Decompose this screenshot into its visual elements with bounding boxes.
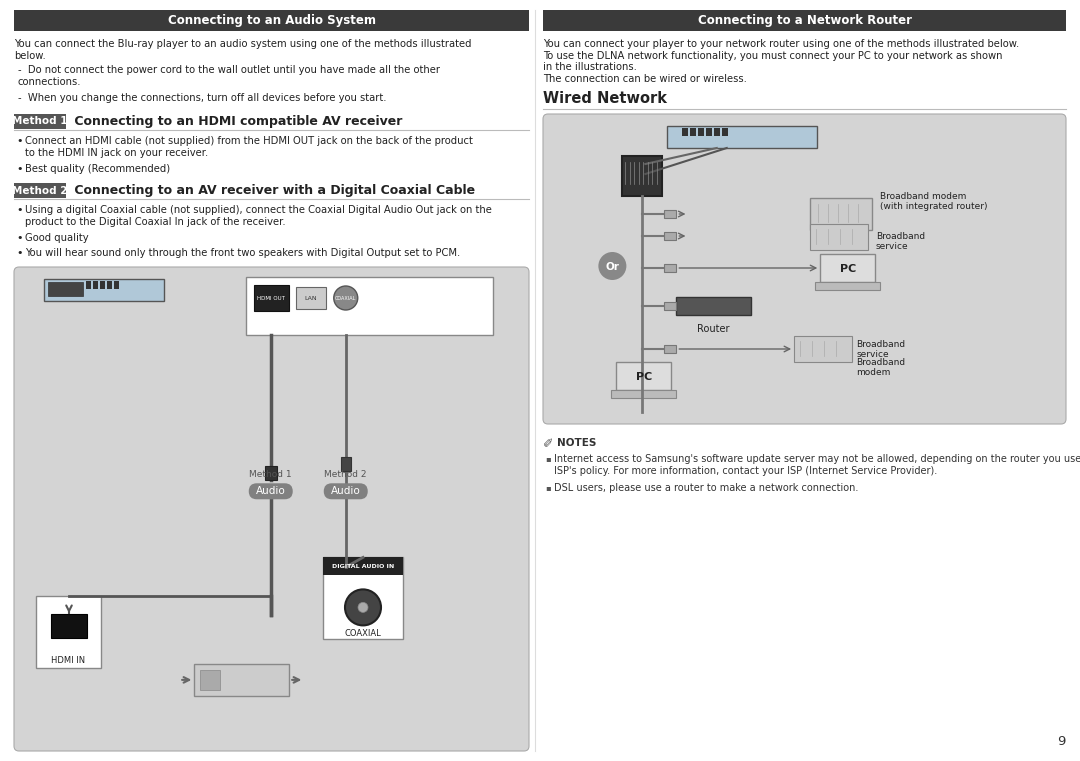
Text: HDMI OUT: HDMI OUT [257, 295, 285, 301]
Text: -  Do not connect the power cord to the wall outlet until you have made all the : - Do not connect the power cord to the w… [18, 65, 440, 87]
Bar [14, 114, 66, 129]
Bar [246, 277, 492, 335]
Bar [107, 281, 112, 289]
Text: ▪: ▪ [545, 454, 551, 463]
Bar [664, 210, 676, 218]
Bar [296, 287, 326, 309]
Text: •: • [16, 248, 23, 258]
Bar [194, 664, 289, 696]
Bar [93, 281, 98, 289]
Text: PC: PC [839, 264, 855, 274]
Bar [690, 128, 696, 136]
Text: DIGITAL AUDIO IN: DIGITAL AUDIO IN [332, 564, 394, 569]
Text: Method 1: Method 1 [249, 470, 292, 479]
Text: NOTES: NOTES [557, 438, 596, 448]
Text: Audio: Audio [330, 486, 361, 496]
Bar [664, 232, 676, 240]
Circle shape [261, 672, 278, 688]
Circle shape [598, 252, 626, 280]
Text: Broadband modem
(with integrated router): Broadband modem (with integrated router) [880, 192, 987, 212]
Text: ✐: ✐ [543, 438, 554, 451]
FancyBboxPatch shape [543, 114, 1066, 424]
Bar [698, 128, 704, 136]
Bar [676, 297, 752, 315]
FancyBboxPatch shape [324, 483, 368, 499]
Bar [664, 264, 676, 272]
Bar [705, 128, 712, 136]
Bar [622, 156, 662, 196]
Bar [200, 670, 220, 690]
Bar [100, 281, 105, 289]
Text: Internet access to Samsung's software update server may not be allowed, dependin: Internet access to Samsung's software up… [554, 454, 1080, 476]
Bar [721, 128, 728, 136]
Bar [114, 281, 119, 289]
Text: Connecting to an AV receiver with a Digital Coaxial Cable: Connecting to an AV receiver with a Digi… [70, 184, 475, 197]
Text: Connecting to an Audio System: Connecting to an Audio System [167, 14, 376, 27]
Bar [794, 336, 852, 362]
Circle shape [357, 603, 368, 613]
Bar [815, 282, 880, 290]
Bar [664, 345, 676, 353]
Text: Router: Router [697, 324, 730, 334]
Bar [543, 10, 1066, 31]
Text: •: • [16, 164, 23, 174]
Bar [36, 596, 102, 668]
Text: •: • [16, 233, 23, 243]
Text: LAN: LAN [305, 295, 318, 301]
Text: Broadband
modem: Broadband modem [856, 358, 905, 377]
Bar [714, 128, 719, 136]
Circle shape [334, 286, 357, 310]
Text: You will hear sound only through the front two speakers with Digital Output set : You will hear sound only through the fro… [25, 248, 460, 258]
Bar [14, 10, 529, 31]
Text: Method 2: Method 2 [324, 470, 367, 479]
Text: HDMI IN: HDMI IN [52, 656, 85, 664]
Text: You can connect your player to your network router using one of the methods illu: You can connect your player to your netw… [543, 39, 1020, 84]
Bar [341, 457, 351, 470]
Text: COAXIAL: COAXIAL [335, 297, 356, 301]
Bar [611, 390, 676, 398]
Text: Method 1: Method 1 [12, 116, 68, 126]
Bar [265, 466, 276, 480]
Bar [810, 224, 867, 250]
Circle shape [345, 590, 381, 626]
Bar [820, 254, 875, 282]
Text: Connecting to a Network Router: Connecting to a Network Router [698, 14, 912, 27]
Bar [681, 128, 688, 136]
Text: Audio: Audio [256, 486, 285, 496]
Text: •: • [16, 205, 23, 215]
Text: Method 2: Method 2 [12, 186, 68, 196]
Bar [86, 281, 91, 289]
Bar [323, 557, 403, 575]
Text: Broadband
service: Broadband service [876, 232, 924, 251]
Text: Using a digital Coaxial cable (not supplied), connect the Coaxial Digital Audio : Using a digital Coaxial cable (not suppl… [25, 205, 491, 227]
Text: Good quality: Good quality [25, 233, 89, 243]
Text: ▪: ▪ [545, 483, 551, 492]
FancyBboxPatch shape [14, 267, 529, 751]
Bar [51, 614, 87, 638]
Bar [810, 198, 872, 230]
Text: Connect an HDMI cable (not supplied) from the HDMI OUT jack on the back of the p: Connect an HDMI cable (not supplied) fro… [25, 136, 473, 158]
Bar [666, 126, 816, 148]
Text: 9: 9 [1057, 735, 1066, 748]
Text: DSL users, please use a router to make a network connection.: DSL users, please use a router to make a… [554, 483, 859, 493]
Circle shape [241, 672, 257, 688]
Text: Wired Network: Wired Network [543, 91, 667, 106]
Text: You can connect the Blu-ray player to an audio system using one of the methods i: You can connect the Blu-ray player to an… [14, 39, 472, 61]
Bar [323, 557, 403, 639]
Text: COAXIAL: COAXIAL [345, 629, 381, 638]
Text: PC: PC [636, 372, 652, 382]
Bar [44, 279, 164, 301]
Bar [617, 362, 672, 390]
Bar [14, 183, 66, 198]
Bar [48, 282, 83, 296]
Bar [254, 285, 288, 311]
Text: -  When you change the connections, turn off all devices before you start.: - When you change the connections, turn … [18, 93, 387, 103]
Text: Connecting to an HDMI compatible AV receiver: Connecting to an HDMI compatible AV rece… [70, 115, 403, 128]
Text: Best quality (Recommended): Best quality (Recommended) [25, 164, 171, 174]
Text: Broadband
service: Broadband service [856, 340, 905, 359]
FancyBboxPatch shape [248, 483, 293, 499]
Text: •: • [16, 136, 23, 146]
Bar [664, 302, 676, 310]
Text: Or: Or [606, 262, 619, 272]
